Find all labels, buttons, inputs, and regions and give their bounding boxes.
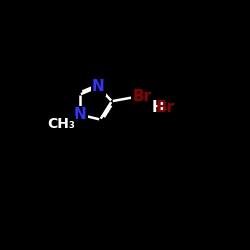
Text: Br: Br bbox=[132, 90, 152, 104]
Text: CH₃: CH₃ bbox=[47, 117, 75, 131]
Text: Br: Br bbox=[156, 100, 175, 115]
Text: N: N bbox=[74, 107, 86, 122]
Text: H: H bbox=[152, 100, 164, 115]
Text: N: N bbox=[92, 79, 105, 94]
